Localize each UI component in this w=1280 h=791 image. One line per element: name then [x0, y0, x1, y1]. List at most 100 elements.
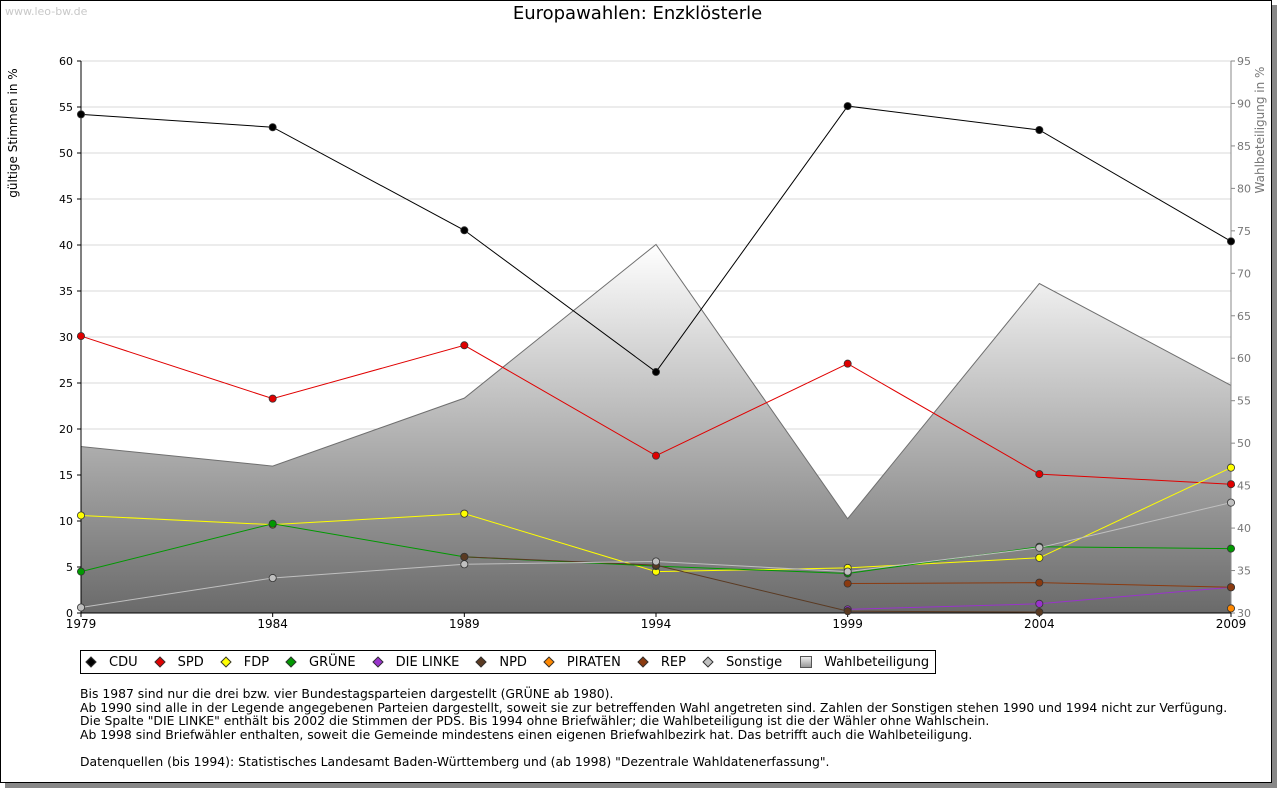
- legend-item: PIRATEN: [543, 654, 621, 670]
- y-tick-label-left: 0: [66, 607, 73, 620]
- data-point-cdu: [843, 102, 852, 111]
- data-point-cdu: [460, 226, 469, 235]
- y-tick-label-left: 35: [59, 285, 73, 298]
- data-point-grüne: [77, 567, 86, 576]
- y-tick-label-right: 60: [1237, 352, 1251, 365]
- legend-item: Wahlbeteiligung: [800, 655, 929, 670]
- notes: Bis 1987 sind nur die drei bzw. vier Bun…: [80, 687, 1227, 768]
- legend-label: Wahlbeteiligung: [824, 654, 930, 670]
- y-tick-label-right: 30: [1237, 607, 1251, 620]
- data-point-npd: [843, 607, 852, 616]
- y-tick-label-right: 85: [1237, 140, 1251, 153]
- y-tick-label-left: 40: [59, 239, 73, 252]
- note-line: Ab 1998 sind Briefwähler enthalten, sowe…: [80, 726, 973, 742]
- data-point-die-linke: [1035, 599, 1044, 608]
- x-tick-label: 1979: [66, 617, 97, 631]
- y-tick-label-right: 55: [1237, 395, 1251, 408]
- data-point-spd: [1227, 480, 1236, 489]
- note-line: Ab 1990 sind alle in der Legende angegeb…: [80, 699, 1228, 715]
- y-tick-label-right: 50: [1237, 437, 1251, 450]
- data-point-piraten: [1227, 604, 1236, 613]
- x-tick-label: 1994: [641, 617, 672, 631]
- data-point-sonstige: [843, 567, 852, 576]
- legend-label: GRÜNE: [309, 654, 356, 670]
- legend-diamond-icon: [220, 656, 232, 668]
- legend-label: REP: [660, 654, 686, 670]
- y-tick-label-left: 30: [59, 331, 73, 344]
- y-tick-label-left: 20: [59, 423, 73, 436]
- legend-item: CDU: [85, 654, 138, 670]
- y-tick-label-right: 80: [1237, 182, 1251, 195]
- legend-label: FDP: [243, 654, 270, 670]
- note-line: [80, 741, 1227, 755]
- x-tick-label: 1989: [449, 617, 480, 631]
- data-point-rep: [843, 579, 852, 588]
- data-point-sonstige: [1227, 498, 1236, 507]
- y-tick-label-right: 70: [1237, 267, 1251, 280]
- data-point-sonstige: [1035, 543, 1044, 552]
- x-tick-label: 1999: [832, 617, 863, 631]
- data-point-rep: [1035, 578, 1044, 587]
- series-markers: [77, 102, 1236, 617]
- y-tick-label-left: 25: [59, 377, 73, 390]
- legend-label: Sonstige: [725, 654, 783, 670]
- data-point-fdp: [1035, 553, 1044, 562]
- x-tick-label: 2009: [1216, 617, 1247, 631]
- data-point-spd: [843, 359, 852, 368]
- legend-item: REP: [637, 654, 686, 670]
- note-line: Die Spalte "DIE LINKE" enthält bis 2002 …: [80, 713, 990, 728]
- data-point-cdu: [652, 367, 661, 376]
- y-tick-label-left: 5: [66, 561, 73, 574]
- y-tick-label-right: 95: [1237, 55, 1251, 68]
- y-tick-label-left: 60: [59, 55, 73, 68]
- data-point-cdu: [1035, 126, 1044, 135]
- chart-title: Europawahlen: Enzklösterle: [512, 3, 763, 24]
- legend-diamond-icon: [285, 656, 297, 668]
- data-point-fdp: [460, 509, 469, 518]
- data-point-fdp: [77, 511, 86, 520]
- data-point-cdu: [1227, 237, 1236, 246]
- y-tick-label-left: 15: [59, 469, 73, 482]
- data-point-spd: [268, 394, 277, 403]
- data-point-grüne: [1227, 544, 1236, 553]
- note-line: Datenquellen (bis 1994): Statistisches L…: [80, 753, 830, 769]
- legend-diamond-icon: [371, 656, 384, 668]
- y-tick-label-left: 55: [59, 101, 73, 114]
- legend-label: PIRATEN: [566, 654, 621, 670]
- y-tick-label-left: 10: [59, 515, 73, 528]
- legend-item: FDP: [220, 654, 270, 670]
- x-tick-label: 2004: [1024, 617, 1055, 631]
- legend-item: Sonstige: [702, 654, 783, 670]
- legend-item: NPD: [475, 655, 527, 670]
- watermark: www.leo-bw.de: [5, 5, 88, 18]
- y-tick-label-right: 65: [1237, 310, 1251, 323]
- data-point-sonstige: [652, 557, 661, 566]
- legend-diamond-icon: [85, 656, 97, 668]
- data-point-spd: [652, 451, 661, 460]
- data-point-npd: [1035, 608, 1044, 617]
- data-point-fdp: [1227, 463, 1236, 472]
- legend-label: DIE LINKE: [395, 654, 460, 670]
- legend-label: CDU: [109, 654, 138, 670]
- y-tick-label-right: 45: [1237, 480, 1251, 493]
- y-axis-label-right: Wahlbeteiligung in %: [1253, 67, 1267, 194]
- data-point-spd: [460, 341, 469, 350]
- series-line-npd: [464, 556, 1040, 613]
- y-tick-label-right: 40: [1237, 522, 1251, 535]
- legend-item: GRÜNE: [285, 654, 356, 670]
- legend-diamond-icon: [153, 656, 166, 668]
- data-point-npd: [460, 552, 469, 561]
- y-tick-label-right: 90: [1237, 97, 1251, 110]
- legend-box-icon: [800, 656, 813, 668]
- y-tick-label-left: 45: [59, 193, 73, 206]
- legend-diamond-icon: [543, 656, 555, 668]
- legend-label: SPD: [177, 654, 204, 670]
- data-point-spd: [77, 332, 86, 341]
- data-point-sonstige: [460, 560, 469, 569]
- data-point-grüne: [268, 519, 277, 528]
- note-line: Bis 1987 sind nur die drei bzw. vier Bun…: [80, 686, 614, 701]
- x-tick-label: 1984: [257, 617, 288, 631]
- legend-diamond-icon: [637, 656, 649, 668]
- y-tick-label-left: 50: [59, 147, 73, 160]
- data-point-sonstige: [77, 603, 86, 612]
